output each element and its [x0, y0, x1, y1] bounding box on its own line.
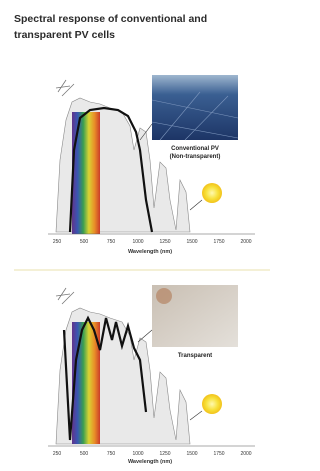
pointer: [190, 200, 202, 210]
title-line: transparent PV cells: [14, 29, 115, 41]
x-tick-label: 1000: [132, 239, 143, 245]
x-tick-label: 1500: [186, 451, 197, 457]
sun-icon: [202, 394, 222, 414]
x-axis-label: Wavelength (nm): [128, 459, 172, 465]
x-axis-label: Wavelength (nm): [128, 249, 172, 255]
panel: Transparent 250 500 750 1000 1250 1500 1750 2000…: [48, 285, 255, 465]
photo-label: Transparent: [178, 353, 212, 359]
sun-icon-lines: [56, 80, 74, 96]
x-tick-label: 750: [107, 451, 116, 457]
x-tick-label: 1750: [213, 239, 224, 245]
visible-band: [72, 322, 100, 444]
title-line: Spectral response of conventional and: [14, 13, 207, 25]
x-tick-label: 500: [80, 451, 89, 457]
sun-icon-lines: [56, 288, 74, 304]
sun-icon: [202, 183, 222, 203]
pointer: [190, 411, 202, 420]
pointer: [138, 330, 152, 342]
x-tick-label: 1750: [213, 451, 224, 457]
x-tick-label: 1250: [159, 451, 170, 457]
photo-label: (Non-transparent): [170, 154, 221, 160]
x-tick-label: 2000: [240, 451, 251, 457]
x-tick-label: 750: [107, 239, 116, 245]
x-tick-label: 1000: [132, 451, 143, 457]
photo-detail: [156, 288, 172, 304]
photo-label: Conventional PV: [171, 146, 219, 152]
x-tick-label: 250: [53, 239, 62, 245]
x-tick-label: 1500: [186, 239, 197, 245]
panel: Conventional PV (Non-transparent) 250 500 75…: [48, 75, 255, 255]
figure: Spectral response of conventional and tr…: [0, 0, 284, 466]
visible-band: [72, 112, 100, 234]
x-tick-label: 2000: [240, 239, 251, 245]
x-tick-label: 500: [80, 239, 89, 245]
x-tick-label: 1250: [159, 239, 170, 245]
x-tick-label: 250: [53, 451, 62, 457]
page: {"title": ["Spectral response of convent…: [0, 0, 284, 466]
